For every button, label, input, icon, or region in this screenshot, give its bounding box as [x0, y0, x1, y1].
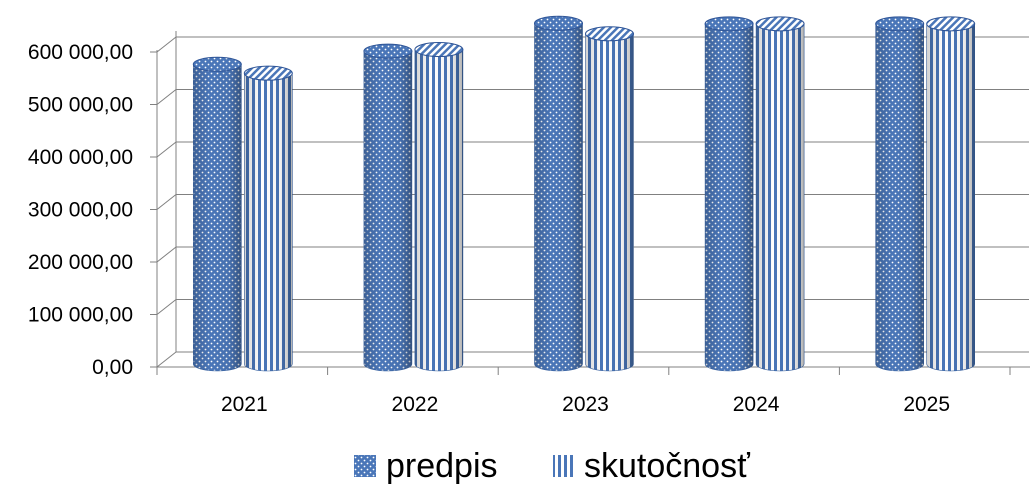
bar-predpis-2022 — [363, 43, 413, 372]
bar-shading — [414, 49, 463, 372]
gridline-diagonal — [156, 246, 177, 263]
floor-left-edge — [156, 351, 177, 368]
bar-cap — [534, 15, 583, 31]
bar-predpis-2025 — [875, 16, 925, 372]
x-tick-label: 2023 — [562, 393, 609, 416]
y-tick-label: 200 000,00 — [28, 251, 133, 274]
bar-shading — [756, 23, 805, 372]
gridline-diagonal — [156, 299, 177, 315]
y-tick-label: 300 000,00 — [28, 199, 133, 222]
y-tick-label: 600 000,00 — [28, 41, 133, 64]
axes: 0,00 100 000,00 200 000,00 300 000,00 400 00… — [28, 41, 1030, 416]
bar-predpis-2023 — [534, 15, 583, 372]
bar-shading — [585, 33, 634, 372]
bar-shading — [875, 23, 924, 372]
y-tick-label: 400 000,00 — [28, 146, 133, 169]
gridline-diagonal — [156, 89, 177, 105]
bar-cap — [414, 42, 464, 58]
bar-cap — [926, 16, 976, 32]
gridline-diagonal — [156, 194, 177, 210]
legend: predpis skutočnosť — [354, 447, 751, 485]
y-tick-label: 100 000,00 — [28, 304, 133, 327]
legend-swatch-skutocnost — [553, 455, 575, 477]
bar-shading — [534, 23, 583, 372]
bar-cap — [875, 16, 925, 32]
legend-label-predpis: predpis — [386, 447, 498, 485]
bar-predpis-2021 — [192, 56, 242, 372]
y-tick-label: 500 000,00 — [28, 94, 133, 117]
gridline-diagonal — [156, 36, 177, 53]
bar-cap — [585, 26, 634, 42]
bar-shading — [363, 51, 412, 372]
y-tick-label: 0,00 — [92, 356, 133, 379]
bar-shading — [193, 64, 242, 372]
legend-label-skutocnost: skutočnosť — [584, 447, 751, 485]
bar-cap — [363, 43, 413, 59]
x-tick-label: 2024 — [733, 393, 780, 416]
legend-swatch-predpis — [354, 455, 376, 477]
x-tick-label: 2021 — [221, 393, 268, 416]
bar-cap — [243, 65, 293, 81]
bar-skutocnost-2023 — [585, 26, 634, 372]
x-tick-label: 2025 — [903, 393, 950, 416]
bars — [192, 15, 976, 372]
bar-skutocnost-2024 — [755, 16, 805, 372]
bar-shading — [244, 73, 293, 372]
bar-cap — [755, 16, 805, 32]
bar-skutocnost-2021 — [243, 65, 293, 372]
legend-item-predpis: predpis — [354, 447, 498, 485]
bar-predpis-2024 — [704, 16, 754, 372]
bar-shading — [926, 23, 975, 372]
legend-item-skutocnost: skutočnosť — [553, 447, 751, 485]
gridline-diagonal — [156, 141, 177, 158]
bar-shading — [705, 23, 754, 372]
x-tick-label: 2022 — [392, 393, 439, 416]
bar-cap — [704, 16, 754, 32]
bar-skutocnost-2025 — [926, 16, 976, 372]
bar-cap — [192, 56, 242, 72]
bar-skutocnost-2022 — [414, 42, 464, 372]
